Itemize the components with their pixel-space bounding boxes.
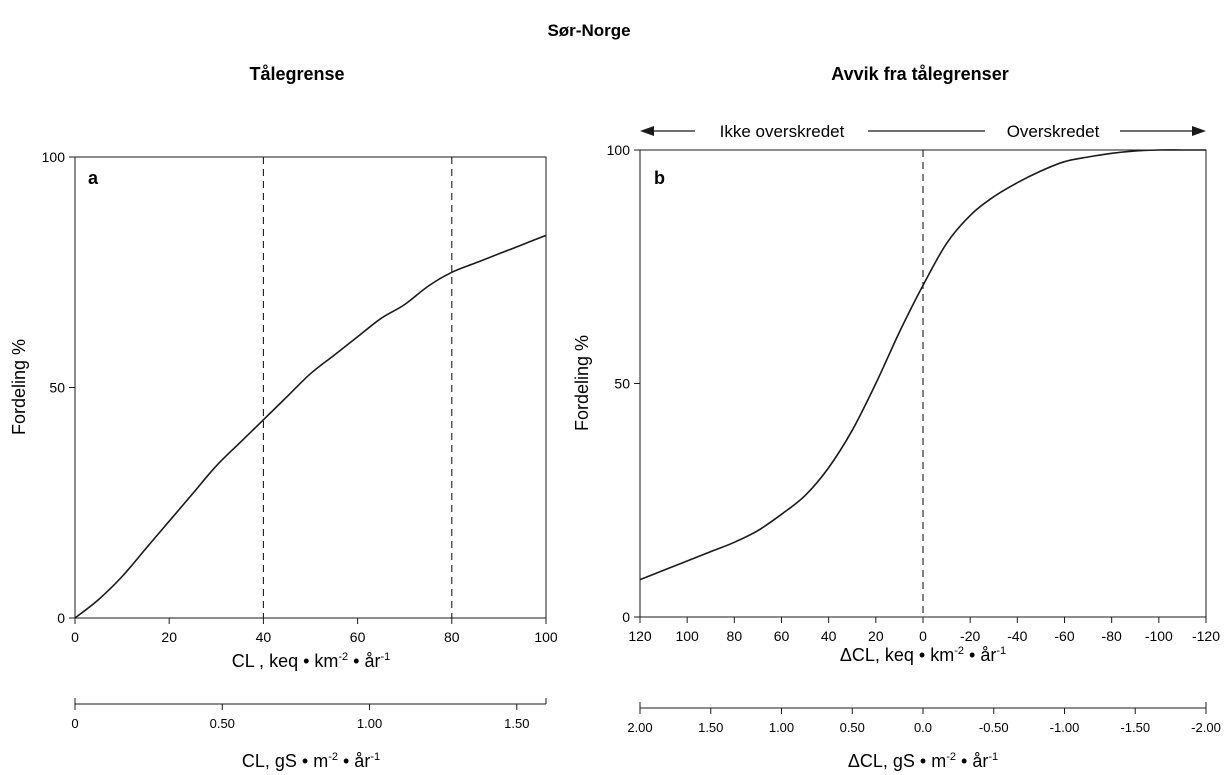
panel-a-y-ticks: 0 50 100 [42, 149, 75, 626]
y-tick-label: 50 [49, 380, 65, 396]
panel-b-y-ticks: 0 50 100 [607, 142, 640, 625]
x-tick-label: -40 [1007, 628, 1027, 644]
secondary-tick-label: 1.50 [698, 720, 723, 735]
secondary-tick-label: -1.50 [1120, 720, 1150, 735]
annotation-not-exceeded: Ikke overskredet [720, 122, 845, 141]
panel-a-x-axis-label: CL , keq • km-2 • år-1 [232, 651, 391, 671]
secondary-tick-label: 2.00 [627, 720, 652, 735]
secondary-tick-label: 1.50 [504, 716, 529, 731]
x-tick-label: 20 [868, 628, 884, 644]
x-tick-label: -60 [1054, 628, 1074, 644]
x-tick-label: 80 [727, 628, 743, 644]
y-tick-label: 0 [57, 610, 65, 626]
x-tick-label: 40 [821, 628, 837, 644]
secondary-tick-label: 0.0 [914, 720, 932, 735]
panel-b-y-axis-label: Fordeling % [572, 335, 592, 431]
panel-a-reference-lines [262, 157, 453, 618]
x-tick-label: -20 [960, 628, 980, 644]
panel-b-distribution-curve [639, 149, 1206, 581]
y-tick-label: 0 [622, 609, 630, 625]
left-arrowhead [640, 126, 654, 136]
right-arrowhead [1192, 126, 1206, 136]
x-tick-label: -120 [1192, 628, 1220, 644]
secondary-tick-label: 1.00 [357, 716, 382, 731]
x-tick-label: 20 [161, 629, 177, 645]
panel-a-secondary-axis-label: CL, gS • m-2 • år-1 [242, 751, 380, 771]
panel-a-letter: a [88, 168, 99, 188]
secondary-tick-label: 1.00 [769, 720, 794, 735]
x-tick-label: 120 [628, 628, 652, 644]
x-tick-label: -100 [1145, 628, 1173, 644]
secondary-tick-label: 0.50 [840, 720, 865, 735]
x-tick-label: 60 [350, 629, 366, 645]
secondary-tick-label: 0 [71, 716, 78, 731]
panel-a-title: Tålegrense [249, 64, 344, 84]
secondary-tick-label: -1.00 [1050, 720, 1080, 735]
panel-b-x-ticks: 120 100 80 60 40 20 0 -20 -40 -60 -80 -100 -120 [628, 617, 1220, 644]
secondary-tick-label: 0.50 [210, 716, 235, 731]
annotation-exceeded: Overskredet [1007, 122, 1100, 141]
panel-b: Avvik fra tålegrenser b Fordeling % 0 50 1… [572, 64, 1221, 771]
y-tick-label: 50 [614, 376, 630, 392]
figure-title: Sør-Norge [547, 21, 630, 40]
y-tick-label: 100 [42, 149, 66, 165]
x-tick-label: -80 [1102, 628, 1122, 644]
panel-b-reference-lines [640, 149, 1206, 617]
panel-a: Tålegrense a Fordeling % 0 50 100 0 20 40 60 8… [9, 64, 558, 771]
panel-a-distribution-curve [74, 234, 547, 619]
panel-b-secondary-axis-label: ΔCL, gS • m-2 • år-1 [848, 751, 998, 771]
panel-b-annotation: Ikke overskredet Overskredet [640, 122, 1206, 141]
panel-a-secondary-ticks: 0 0.50 1.00 1.50 [71, 698, 547, 731]
panel-a-y-axis-label: Fordeling % [9, 339, 29, 435]
x-tick-label: 0 [71, 629, 79, 645]
panel-b-title: Avvik fra tålegrenser [831, 64, 1008, 84]
secondary-tick-label: -2.00 [1191, 720, 1221, 735]
panel-b-x-axis-label: ΔCL, keq • km-2 • år-1 [840, 645, 1006, 665]
x-tick-label: 100 [534, 629, 558, 645]
panel-a-x-ticks: 0 20 40 60 80 100 [71, 618, 558, 645]
y-tick-label: 100 [607, 142, 631, 158]
x-tick-label: 80 [444, 629, 460, 645]
panel-b-letter: b [654, 168, 665, 188]
x-tick-label: 100 [675, 628, 699, 644]
secondary-tick-label: -0.50 [979, 720, 1009, 735]
panel-b-secondary-ticks: 2.00 1.50 1.00 0.50 0.0 -0.50 -1.00 -1.50 -2.00 [627, 702, 1221, 735]
x-tick-label: 0 [919, 628, 927, 644]
x-tick-label: 60 [774, 628, 790, 644]
x-tick-label: 40 [256, 629, 272, 645]
